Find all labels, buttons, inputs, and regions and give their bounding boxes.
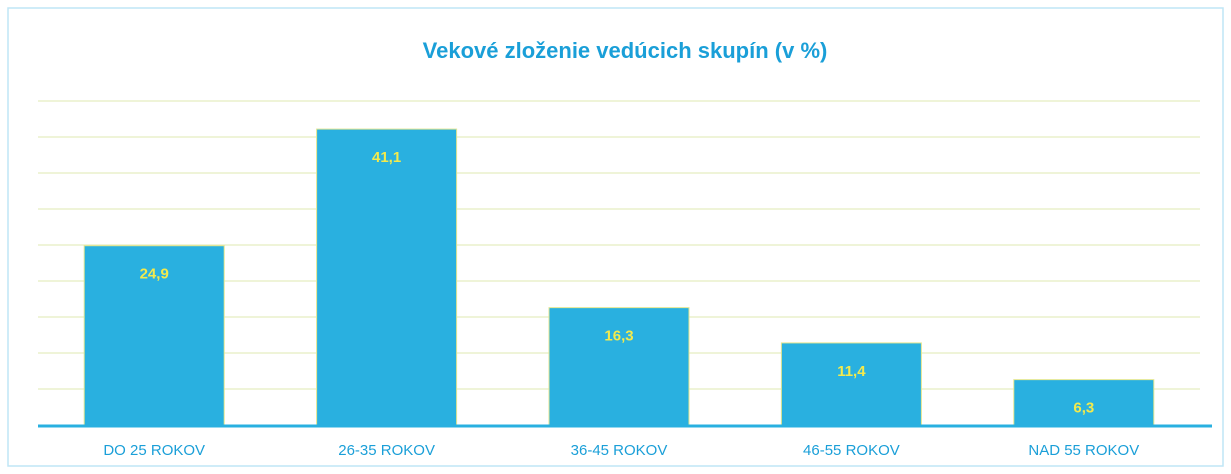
x-tick-label: 36-45 ROKOV [571,442,668,459]
bar [83,245,225,426]
x-tick-label: 46-55 ROKOV [803,442,900,459]
data-label: 41,1 [372,149,401,166]
bar [780,342,922,426]
data-label: 6,3 [1073,400,1094,417]
bar [316,128,458,426]
data-label: 16,3 [604,328,633,345]
x-tick-label: DO 25 ROKOV [103,442,205,459]
chart-title: Vekové zloženie vedúcich skupín (v %) [423,38,828,63]
x-tick-label: NAD 55 ROKOV [1028,442,1139,459]
data-label: 24,9 [140,266,169,283]
x-tick-label: 26-35 ROKOV [338,442,435,459]
data-label: 11,4 [837,363,866,380]
bar [548,307,690,426]
